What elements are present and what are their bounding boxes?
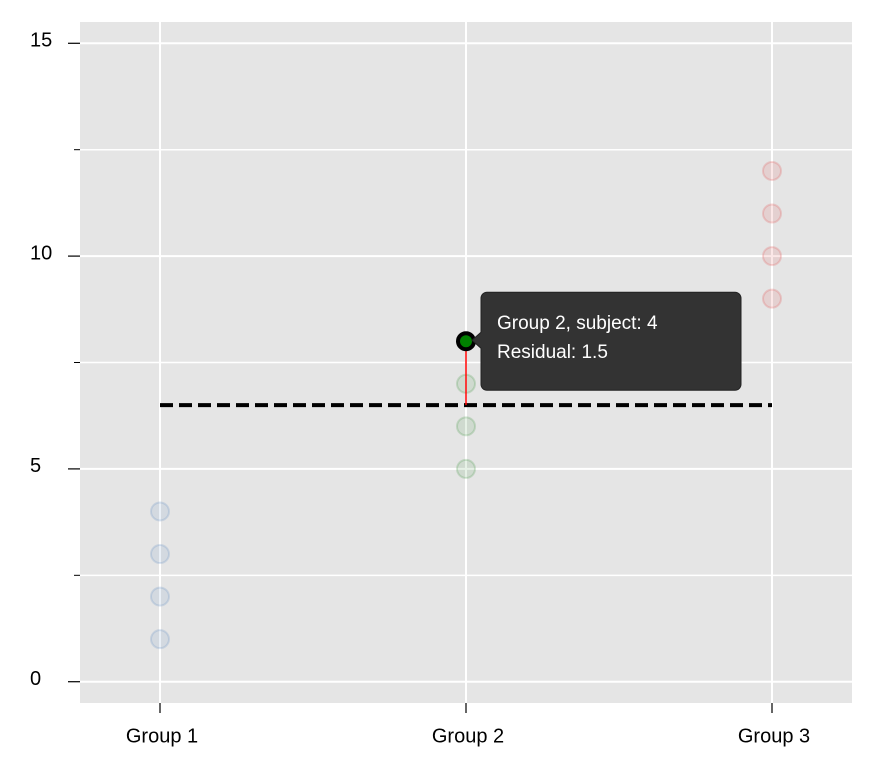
data-point bbox=[456, 458, 476, 479]
data-point bbox=[762, 246, 782, 267]
data-point bbox=[762, 160, 782, 181]
x-tick-label: Group 2 bbox=[432, 725, 504, 747]
x-tick-label: Group 1 bbox=[126, 725, 198, 747]
data-point bbox=[456, 416, 476, 437]
highlighted-point bbox=[456, 331, 476, 352]
tooltip-text: Residual: 1.5 bbox=[497, 342, 608, 363]
data-point bbox=[762, 203, 782, 224]
data-point bbox=[150, 501, 170, 522]
data-point bbox=[150, 544, 170, 565]
tooltip-box bbox=[471, 291, 742, 391]
tooltip: Group 2, subject: 4 Residual: 1.5 bbox=[471, 291, 742, 391]
data-point bbox=[150, 629, 170, 650]
data-point bbox=[762, 288, 782, 309]
y-tick-label: 0 bbox=[30, 668, 41, 690]
x-tick-label: Group 3 bbox=[738, 725, 810, 747]
tooltip-title: Group 2, subject: 4 bbox=[497, 313, 658, 334]
data-point bbox=[150, 586, 170, 607]
y-tick-label: 15 bbox=[30, 30, 52, 52]
y-tick-label: 10 bbox=[30, 242, 52, 264]
y-tick-label: 5 bbox=[30, 455, 41, 477]
